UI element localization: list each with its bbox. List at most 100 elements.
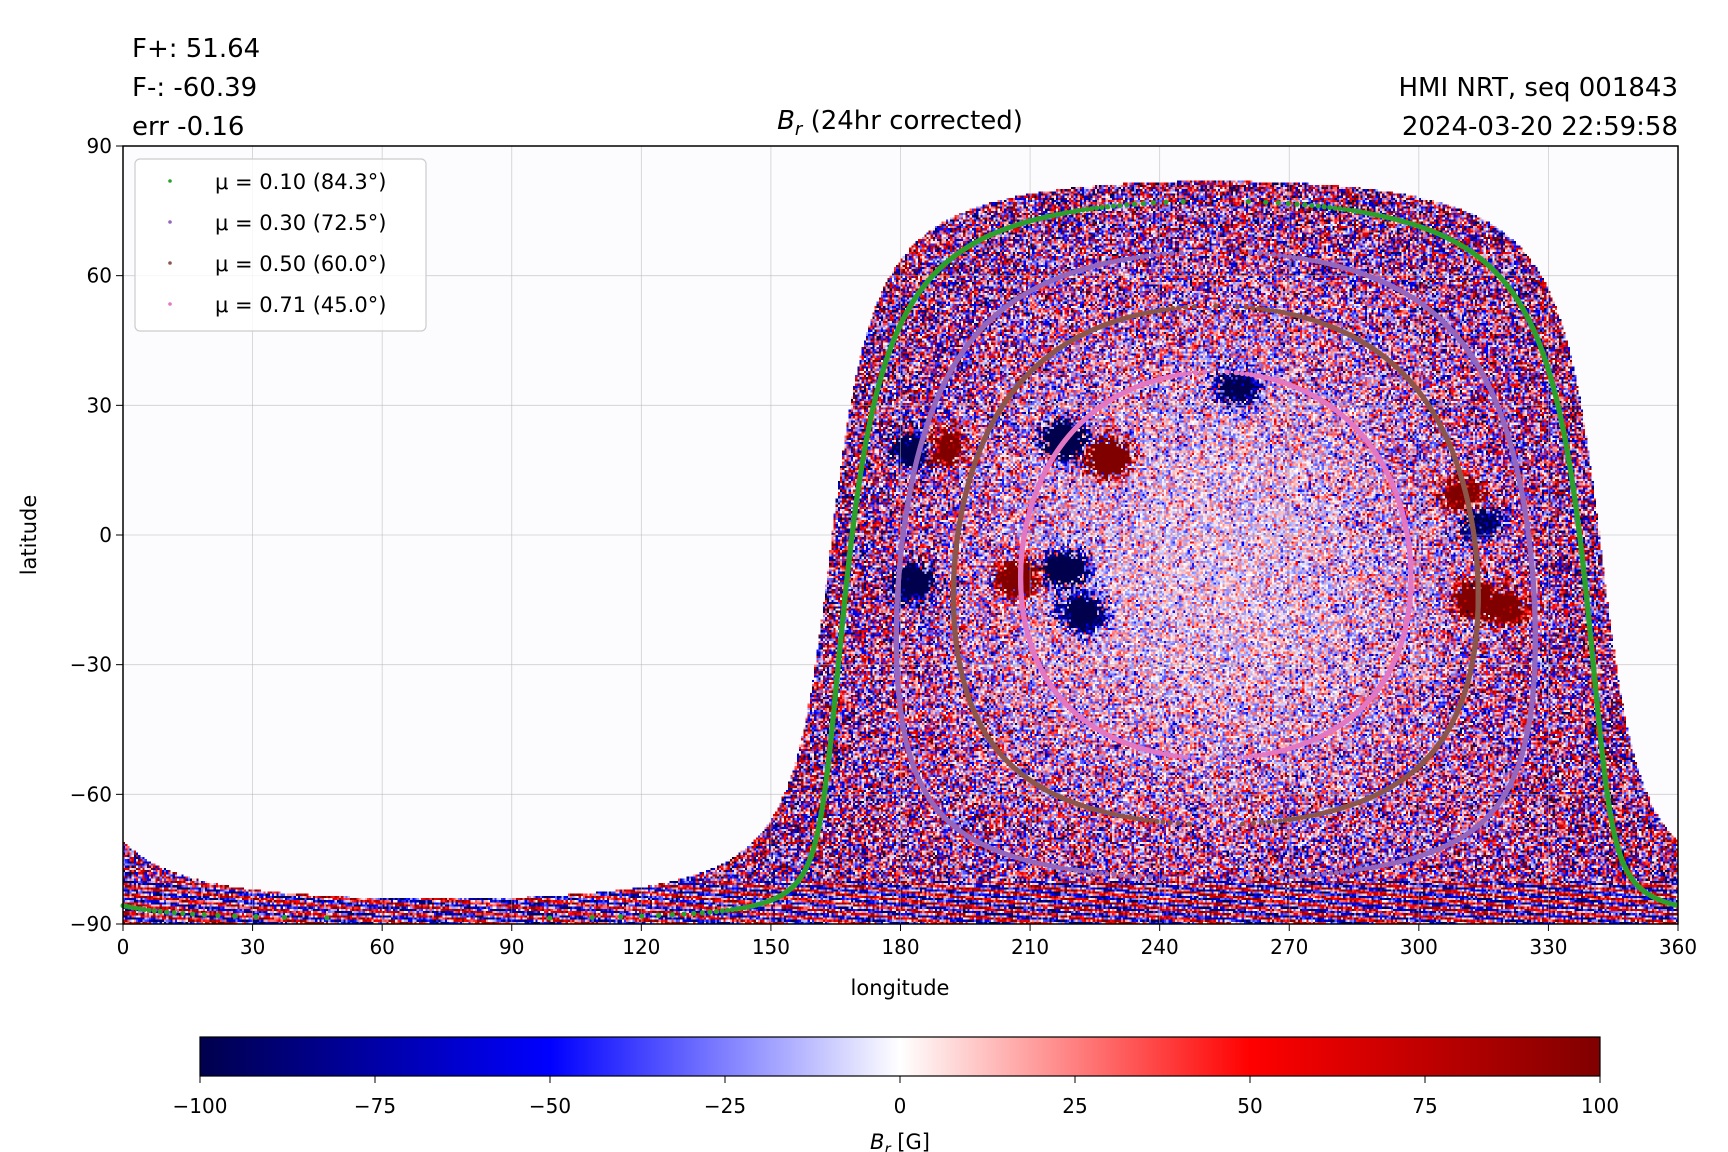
contour-point [617, 914, 624, 920]
contour-point [1294, 201, 1300, 207]
contour-point [1180, 198, 1186, 205]
contour-point [1341, 206, 1347, 212]
contour-point [1334, 869, 1340, 876]
contour-point [1257, 250, 1263, 257]
contour-point [724, 907, 731, 913]
contour-point [1353, 867, 1360, 873]
mu-contour-0.1 [120, 198, 1679, 921]
contour-point [1163, 199, 1169, 205]
contour-point [691, 910, 697, 917]
contour-point [1287, 254, 1293, 260]
contour-point [1165, 306, 1171, 312]
contour-point [253, 914, 259, 920]
contour-point [639, 913, 645, 919]
contour-point [1278, 874, 1285, 880]
contour-point [1271, 252, 1277, 258]
contour-point [1098, 870, 1104, 876]
contour-point [1140, 200, 1146, 207]
contour-point [1099, 204, 1105, 210]
contour-point [681, 911, 687, 917]
contour-point [171, 910, 177, 916]
contour-point [1282, 253, 1288, 259]
contour-point [1080, 207, 1086, 213]
contour-point [1176, 305, 1182, 311]
contour-point [180, 910, 186, 917]
contour-point [1149, 252, 1155, 258]
contour-point [1117, 202, 1123, 209]
contour-point [1213, 303, 1219, 309]
contour-point [713, 908, 720, 915]
contour-point [1086, 869, 1093, 875]
contour-point [1191, 249, 1198, 255]
contour-point [1327, 204, 1333, 210]
contour-point [1346, 207, 1352, 213]
contour-point [1144, 253, 1150, 259]
mu-contours [120, 198, 1679, 921]
contour-point [1275, 200, 1281, 206]
contour-point [232, 913, 238, 919]
contour-point [1339, 869, 1345, 875]
contour-point [1104, 871, 1110, 877]
contour-point [1169, 250, 1175, 257]
contour-point [1321, 204, 1327, 210]
contour-point [1285, 200, 1291, 207]
contour-point [1072, 867, 1078, 873]
contour-point [589, 914, 595, 920]
contour-point [1076, 208, 1082, 214]
contour-point [669, 912, 676, 918]
mu-contour-0.3 [893, 249, 1538, 882]
contour-point [719, 908, 725, 914]
contour-point [1309, 202, 1315, 209]
contour-point [1245, 875, 1251, 882]
contour-point [656, 912, 662, 918]
contour-point [1289, 873, 1296, 880]
contour-point [1191, 303, 1197, 310]
contour-point [1092, 869, 1098, 876]
contour-point [1245, 198, 1252, 205]
contour-point [281, 914, 288, 920]
contour-point [1349, 868, 1355, 874]
contour-point [324, 915, 330, 921]
contour-point [1155, 252, 1161, 258]
contour-point [151, 908, 157, 914]
contour-point [707, 909, 713, 915]
contour-point [1170, 305, 1176, 312]
contour-point [1081, 868, 1088, 874]
contour-point [1077, 868, 1083, 874]
contour-point [190, 911, 196, 917]
contour-point [1118, 872, 1124, 878]
contour-point [1350, 208, 1356, 214]
contour-point [1243, 304, 1249, 310]
contour-point [699, 910, 705, 916]
contour-point [1332, 205, 1338, 211]
contour-point [1110, 203, 1116, 209]
contour-point [1150, 200, 1157, 206]
contour-point [1234, 303, 1240, 310]
contour-point [1182, 304, 1189, 310]
contour-point [1084, 206, 1090, 212]
contour-point [157, 908, 163, 915]
contour-point [1328, 870, 1334, 876]
contour-point [1124, 202, 1130, 208]
contour-point [215, 912, 221, 918]
contour-point [1299, 873, 1305, 879]
contour-point [1094, 205, 1100, 211]
contour-point [1263, 199, 1269, 205]
contour-point [1256, 305, 1262, 312]
contour-point [1180, 875, 1187, 882]
contour-point [1136, 873, 1142, 880]
contour-point [1234, 249, 1240, 255]
contour-point [729, 906, 735, 913]
contour-point [146, 907, 152, 913]
contour-point [1161, 875, 1167, 881]
contour-point [1261, 306, 1267, 312]
contour-point [1307, 872, 1313, 878]
contour-point [1104, 204, 1111, 210]
contour-point [1127, 873, 1133, 879]
contour-point [1250, 305, 1256, 311]
contour-point [1247, 250, 1253, 256]
contour-point [141, 906, 147, 913]
contour-point [1276, 252, 1283, 258]
